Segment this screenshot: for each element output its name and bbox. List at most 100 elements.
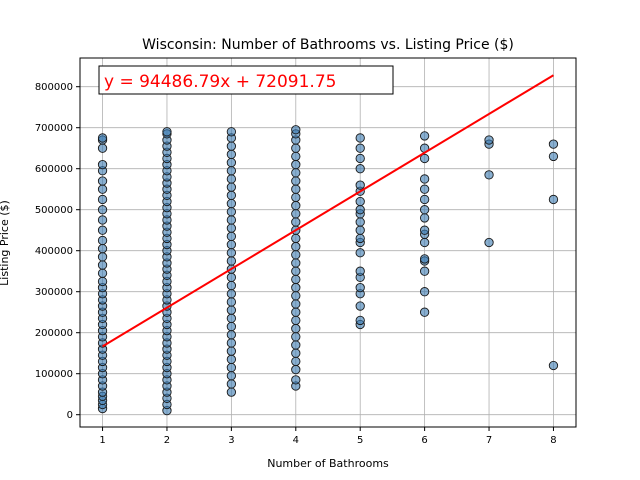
data-point-x6-4 [419,254,430,264]
data-point-x3-28 [226,157,237,168]
data-point-x5-11 [355,217,365,227]
y-tick-label-0: 0 [67,410,73,421]
data-point-x4-22 [291,200,301,211]
plot-frame [79,57,577,428]
x-tick-label-2: 3 [228,435,234,446]
data-point-x1-29 [97,215,108,225]
data-point-x7-3 [484,135,494,145]
data-point-x5-10 [355,225,365,235]
data-point-x4-7 [291,323,301,334]
data-point-x5-7 [355,248,365,258]
data-point-x3-22 [226,207,237,217]
data-point-x6-15 [419,131,430,141]
data-point-x1-31 [97,194,108,205]
data-point-x3-16 [226,256,237,266]
y-tick-label-5: 500000 [35,205,73,216]
data-point-x1-33 [97,176,108,186]
data-point-x3-0 [226,387,237,397]
regression-line [102,74,554,348]
data-point-x5-1 [355,315,365,326]
y-tick-label-6: 600000 [35,164,73,175]
data-point-x4-10 [291,299,301,309]
data-point-x1-28 [97,225,108,235]
data-point-x4-27 [291,159,301,170]
data-point-x3-14 [226,272,237,282]
data-point-x7-0 [484,237,494,248]
data-point-x3-29 [226,149,237,160]
data-point-x8-0 [548,360,559,371]
data-point-x4-17 [291,241,301,252]
data-point-x4-6 [291,332,301,342]
data-point-x1-30 [97,205,108,215]
data-point-x5-13 [355,205,365,215]
data-point-x4-21 [291,209,301,219]
data-point-x4-3 [291,356,301,367]
data-point-x3-20 [226,223,237,233]
data-point-x6-1 [419,287,430,297]
x-tick-label-4: 5 [357,435,363,446]
data-point-x5-9 [355,233,365,244]
y-tick-label-1: 100000 [35,369,73,380]
data-point-x6-7 [419,225,430,235]
data-point-x6-12 [419,174,430,184]
data-point-x4-18 [291,233,301,244]
data-point-x3-8 [226,321,237,332]
data-point-x3-24 [226,190,237,201]
data-point-x4-16 [291,250,301,260]
chart-title: Wisconsin: Number of Bathrooms vs. Listi… [142,37,514,53]
data-point-x5-16 [355,180,365,190]
data-point-x3-6 [226,338,237,348]
data-point-x3-18 [226,239,237,250]
data-point-x3-5 [226,346,237,356]
data-point-x4-29 [291,143,301,153]
data-point-x4-5 [291,340,301,350]
x-tick-label-0: 1 [99,435,105,446]
x-tick-label-6: 7 [486,435,492,446]
data-point-x3-1 [226,379,237,389]
equation-box [98,65,394,95]
data-point-x3-11 [226,297,237,307]
data-point-x5-20 [355,133,365,143]
data-point-x5-2 [355,301,365,311]
data-point-x4-4 [291,348,301,358]
data-point-x5-18 [355,153,365,164]
data-point-x6-5 [419,237,430,248]
data-point-x3-9 [226,313,237,323]
data-point-x5-14 [355,196,365,207]
data-point-x4-13 [291,274,301,285]
y-axis-label: Listing Price ($) [0,200,11,286]
data-point-x3-7 [226,330,237,340]
data-point-x3-26 [226,174,237,184]
data-point-x1-35 [97,159,108,170]
data-point-x4-28 [291,151,301,162]
data-point-x4-2 [291,364,301,375]
data-point-x8-3 [548,139,559,149]
data-point-x1-32 [97,184,108,194]
data-points [97,125,559,416]
data-point-x3-17 [226,248,237,258]
y-tick-label-7: 700000 [35,123,73,134]
data-point-x4-15 [291,258,301,268]
data-point-x8-2 [548,151,559,162]
data-point-x8-1 [548,194,559,205]
data-point-x3-4 [226,354,237,364]
data-point-x4-23 [291,192,301,203]
data-point-x3-30 [226,141,237,151]
y-tick-label-2: 200000 [35,328,73,339]
data-point-x6-13 [419,153,430,164]
data-point-x3-27 [226,166,237,176]
data-point-x4-24 [291,184,301,194]
data-point-x3-13 [226,280,237,291]
data-point-x3-25 [226,182,237,192]
data-point-x4-26 [291,168,301,178]
data-point-x4-14 [291,266,301,276]
data-point-x1-36 [97,143,108,153]
plot-area [80,58,576,427]
data-point-x5-19 [355,143,365,153]
data-point-x6-10 [419,194,430,205]
y-tick-label-8: 800000 [35,82,73,93]
y-tick-label-4: 400000 [35,246,73,257]
data-point-x4-20 [291,217,301,227]
data-point-x6-8 [419,213,430,223]
